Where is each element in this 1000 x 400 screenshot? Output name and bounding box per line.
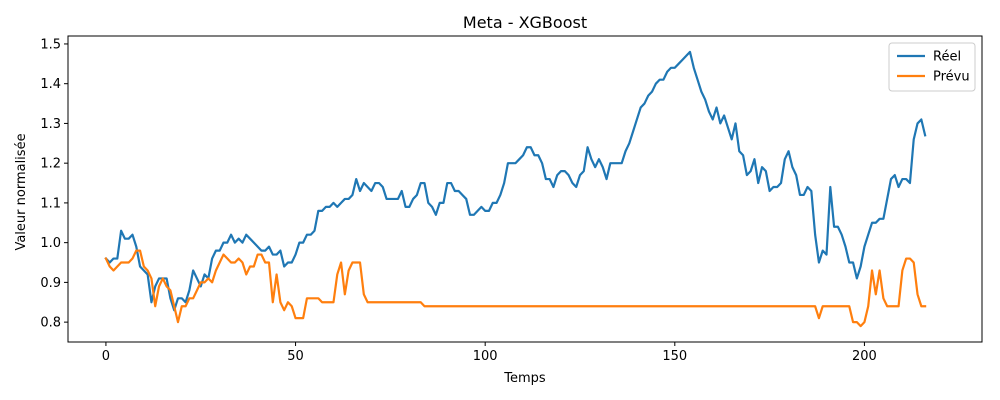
x-axis-label: Temps	[503, 371, 546, 386]
y-tick-label: 1.4	[40, 77, 61, 92]
axes: 0 50 100 150 200 0.8 0.9 1.0 1.1 1.2 1.3 1.4 1.5	[40, 35, 983, 364]
legend-label: Réel	[933, 50, 961, 65]
x-tick-label: 150	[662, 349, 687, 364]
y-tick-label: 1.1	[40, 196, 61, 211]
y-tick-label: 1.5	[40, 37, 61, 52]
chart-title: Meta - XGBoost	[463, 13, 587, 32]
legend-label: Prévu	[933, 70, 970, 85]
y-axis-label: Valeur normalisée	[14, 133, 29, 250]
legend: Réel Prévu	[888, 42, 976, 92]
y-tick-label: 1.2	[40, 157, 61, 172]
y-tick-label: 0.8	[40, 316, 61, 331]
y-tick-label: 1.0	[40, 236, 61, 251]
series-line-reel	[104, 50, 927, 312]
x-tick-label: 50	[287, 349, 304, 364]
y-tick-label: 0.9	[40, 276, 61, 291]
x-tick-label: 200	[852, 349, 877, 364]
y-tick-label: 1.3	[40, 117, 61, 132]
x-tick-label: 100	[473, 349, 498, 364]
x-tick-label: 0	[102, 349, 110, 364]
series-lines	[104, 50, 927, 328]
plot-frame	[67, 35, 983, 343]
series-line-prevu	[104, 249, 927, 328]
